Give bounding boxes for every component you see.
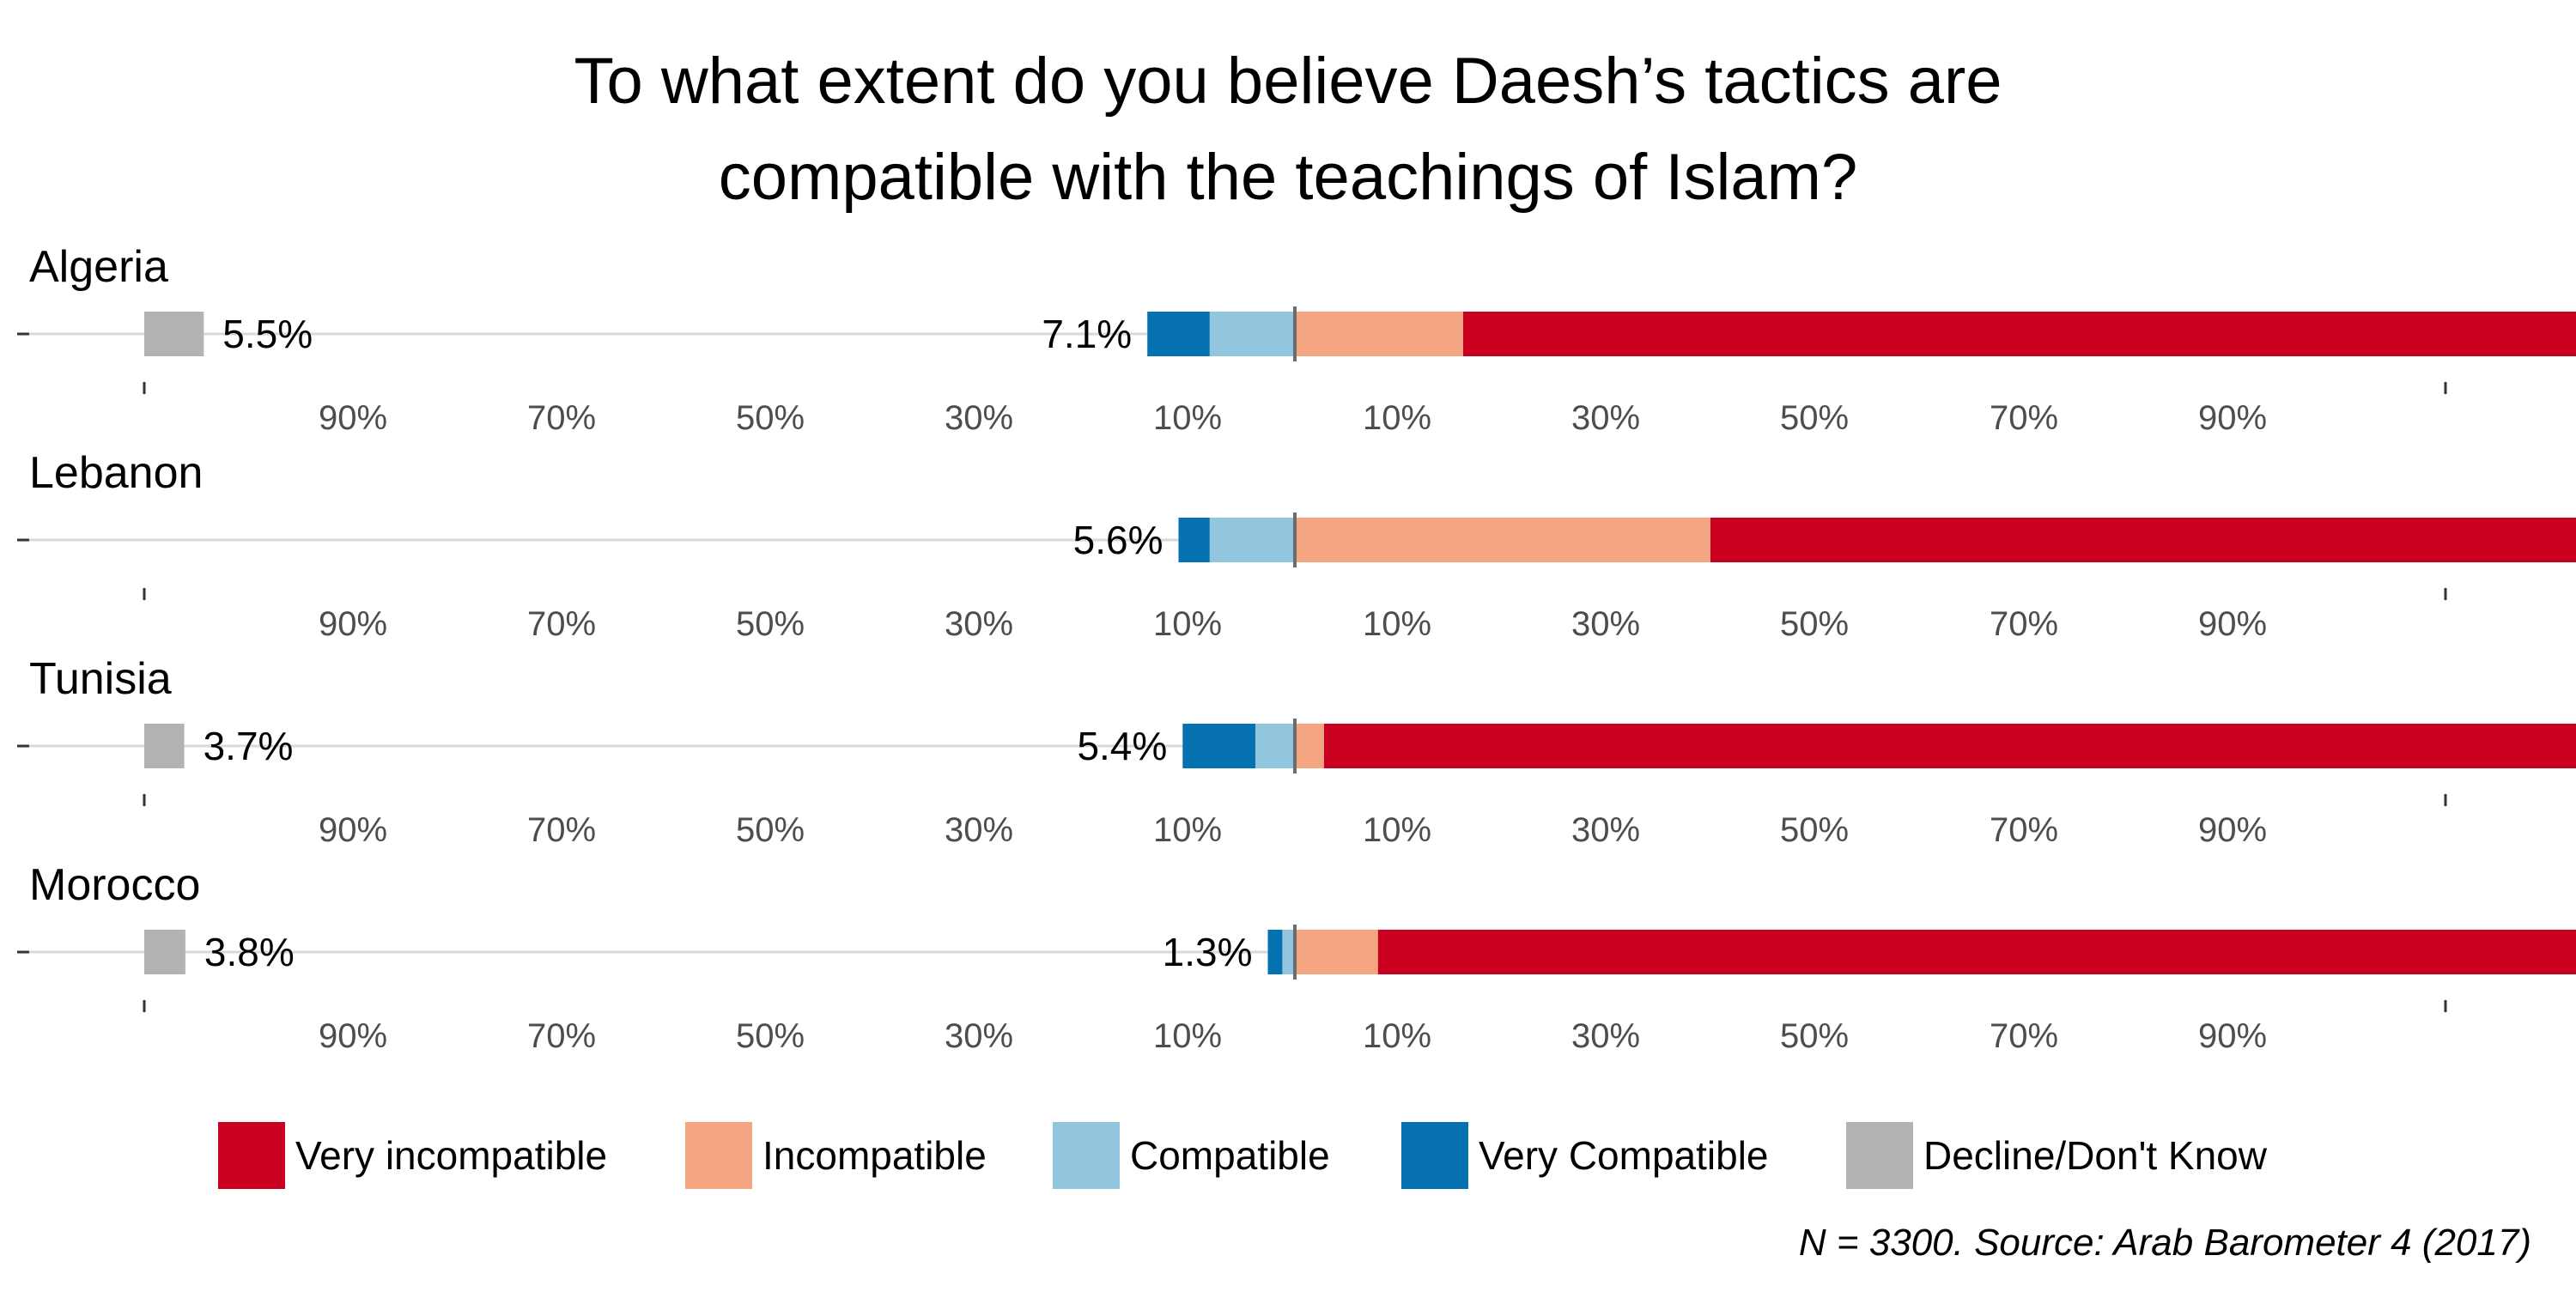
- tick-label: 90%: [2198, 605, 2267, 643]
- panel-tunisia: Tunisia3.7%5.4%90.9%90%70%50%30%10%10%30…: [17, 654, 2576, 849]
- legend-label: Very incompatible: [295, 1133, 607, 1178]
- compatible-total-label: 5.4%: [1077, 724, 1167, 768]
- tick-label: 70%: [1990, 1017, 2058, 1055]
- panel-lebanon: Lebanon5.6%94.5%90%70%50%30%10%10%30%50%…: [17, 448, 2576, 643]
- tick-label: 70%: [527, 399, 596, 437]
- tick-label: 30%: [945, 1017, 1013, 1055]
- tick-label: 30%: [945, 811, 1013, 849]
- chart-title-line-2: compatible with the teachings of Islam?: [719, 141, 1857, 214]
- bar-decline: [144, 724, 185, 768]
- compatible-total-label: 7.1%: [1042, 312, 1132, 356]
- legend-item: Compatible: [1053, 1122, 1330, 1189]
- compatible-total-label: 5.6%: [1073, 518, 1163, 562]
- legend-item: Very incompatible: [218, 1122, 607, 1189]
- bar-incompatible: [1295, 724, 1324, 768]
- tick-label: 30%: [945, 399, 1013, 437]
- tick-label: 70%: [527, 605, 596, 643]
- legend-label: Very Compatible: [1479, 1133, 1769, 1178]
- chart-caption: N = 3300. Source: Arab Barometer 4 (2017…: [1799, 1222, 2531, 1264]
- tick-label: 10%: [1363, 1017, 1431, 1055]
- panel-algeria: Algeria5.5%7.1%87.3%90%70%50%30%10%10%30…: [17, 242, 2576, 437]
- tick-label: 90%: [319, 811, 387, 849]
- panel-label: Tunisia: [29, 654, 172, 704]
- legend-swatch: [1846, 1122, 1913, 1189]
- bar-compatible: [1209, 312, 1295, 356]
- bar-compatible: [1255, 724, 1295, 768]
- legend-swatch: [1053, 1122, 1120, 1189]
- legend-swatch: [1401, 1122, 1468, 1189]
- legend-swatch: [685, 1122, 752, 1189]
- tick-label: 10%: [1363, 605, 1431, 643]
- tick-label: 50%: [1780, 399, 1849, 437]
- tick-label: 70%: [527, 1017, 596, 1055]
- tick-label: 50%: [1780, 605, 1849, 643]
- bar-very-incompatible: [1323, 724, 2576, 768]
- bar-decline: [144, 930, 185, 974]
- panel-label: Algeria: [29, 242, 168, 292]
- bar-compatible: [1282, 930, 1295, 974]
- tick-label: 10%: [1363, 399, 1431, 437]
- legend-item: Very Compatible: [1401, 1122, 1769, 1189]
- panel-label: Morocco: [29, 860, 200, 910]
- tick-label: 70%: [1990, 605, 2058, 643]
- bar-incompatible: [1295, 518, 1710, 562]
- bar-decline: [144, 312, 204, 356]
- bar-very-incompatible: [1710, 518, 2576, 562]
- panel-label: Lebanon: [29, 448, 203, 498]
- decline-label: 3.8%: [204, 930, 295, 974]
- tick-label: 10%: [1153, 1017, 1222, 1055]
- panel-morocco: Morocco3.8%1.3%94.9%90%70%50%30%10%10%30…: [17, 860, 2576, 1055]
- tick-label: 30%: [1571, 605, 1640, 643]
- tick-label: 50%: [736, 811, 805, 849]
- legend-label: Decline/Don't Know: [1923, 1133, 2268, 1178]
- bar-very-incompatible: [1377, 930, 2576, 974]
- tick-label: 10%: [1153, 399, 1222, 437]
- tick-label: 90%: [2198, 811, 2267, 849]
- bar-incompatible: [1295, 930, 1378, 974]
- tick-label: 50%: [736, 1017, 805, 1055]
- legend-swatch: [218, 1122, 285, 1189]
- tick-label: 70%: [527, 811, 596, 849]
- tick-label: 30%: [1571, 1017, 1640, 1055]
- bar-very-compatible: [1267, 930, 1283, 974]
- panels: Algeria5.5%7.1%87.3%90%70%50%30%10%10%30…: [17, 242, 2576, 1055]
- bar-very-incompatible: [1463, 312, 2576, 356]
- tick-label: 50%: [736, 605, 805, 643]
- tick-label: 90%: [319, 605, 387, 643]
- tick-label: 30%: [1571, 399, 1640, 437]
- bar-very-compatible: [1178, 518, 1210, 562]
- bar-very-compatible: [1182, 724, 1255, 768]
- legend-label: Incompatible: [762, 1133, 987, 1178]
- tick-label: 90%: [319, 1017, 387, 1055]
- legend-label: Compatible: [1130, 1133, 1330, 1178]
- legend-item: Decline/Don't Know: [1846, 1122, 2268, 1189]
- tick-label: 10%: [1153, 811, 1222, 849]
- tick-label: 30%: [945, 605, 1013, 643]
- tick-label: 10%: [1153, 605, 1222, 643]
- tick-label: 90%: [2198, 399, 2267, 437]
- decline-label: 5.5%: [222, 312, 313, 356]
- tick-label: 70%: [1990, 399, 2058, 437]
- tick-label: 50%: [1780, 811, 1849, 849]
- bar-compatible: [1209, 518, 1295, 562]
- compatible-total-label: 1.3%: [1163, 930, 1253, 974]
- legend-item: Incompatible: [685, 1122, 987, 1189]
- legend: Very incompatible Incompatible Compatible V…: [218, 1122, 2268, 1189]
- tick-label: 90%: [319, 399, 387, 437]
- tick-label: 50%: [1780, 1017, 1849, 1055]
- tick-label: 90%: [2198, 1017, 2267, 1055]
- bar-very-compatible: [1147, 312, 1210, 356]
- chart-title-line-1: To what extent do you believe Daesh’s ta…: [574, 45, 2002, 118]
- bar-incompatible: [1295, 312, 1463, 356]
- tick-label: 10%: [1363, 811, 1431, 849]
- tick-label: 30%: [1571, 811, 1640, 849]
- decline-label: 3.7%: [204, 724, 294, 768]
- tick-label: 50%: [736, 399, 805, 437]
- tick-label: 70%: [1990, 811, 2058, 849]
